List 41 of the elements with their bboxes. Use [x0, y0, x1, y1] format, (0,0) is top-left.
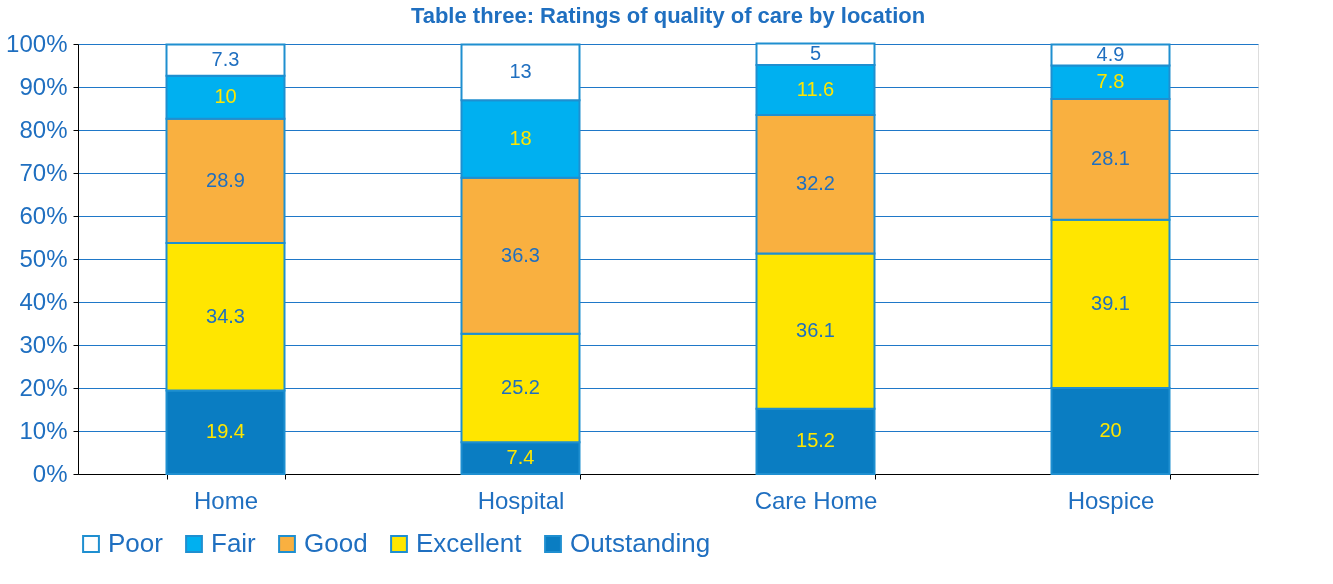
x-tick-label: Hospital [477, 486, 565, 514]
data-label: 11.6 [796, 78, 835, 101]
data-label: 7.3 [211, 48, 240, 71]
data-label: 39.1 [1091, 291, 1130, 314]
data-label: 13 [509, 60, 532, 83]
y-tick-label: 50% [19, 244, 68, 272]
legend-label: Outstanding [570, 528, 711, 558]
data-label: 10 [214, 85, 237, 108]
y-tick-label: 60% [19, 201, 68, 229]
y-tick-label: 40% [19, 287, 68, 315]
data-label: 36.1 [796, 319, 835, 342]
legend-label: Fair [211, 528, 257, 558]
legend-label: Good [304, 528, 368, 558]
y-tick-label: 90% [19, 72, 68, 100]
data-label: 32.2 [796, 172, 835, 195]
y-tick-label: 80% [19, 115, 68, 143]
y-tick-label: 100% [6, 29, 68, 57]
data-label: 20 [1099, 419, 1122, 441]
x-tick-label: Care Home [754, 486, 878, 514]
y-tick-label: 70% [19, 158, 68, 186]
data-label: 28.9 [206, 168, 245, 191]
data-label: 18 [509, 127, 532, 150]
chart-title: Table three: Ratings of quality of care by location [410, 3, 926, 28]
data-label: 25.2 [501, 376, 540, 398]
y-tick-label: 20% [19, 373, 68, 401]
x-tick-label: Hospice [1067, 486, 1155, 514]
data-label: 7.8 [1096, 70, 1125, 93]
data-label: 28.1 [1091, 147, 1130, 170]
data-label: 34.3 [206, 304, 245, 327]
data-label: 19.4 [206, 420, 245, 443]
y-tick-label: 30% [19, 330, 68, 358]
data-label: 5 [809, 42, 822, 65]
data-label: 4.9 [1096, 42, 1125, 65]
y-tick-label: 10% [19, 416, 68, 444]
data-label: 36.3 [501, 243, 540, 266]
x-tick-label: Home [193, 486, 259, 514]
legend-label: Poor [108, 528, 164, 558]
data-label: 15.2 [796, 429, 835, 452]
data-label: 7.4 [506, 446, 535, 469]
legend-label: Excellent [416, 528, 523, 558]
y-tick-label: 0% [32, 459, 68, 487]
